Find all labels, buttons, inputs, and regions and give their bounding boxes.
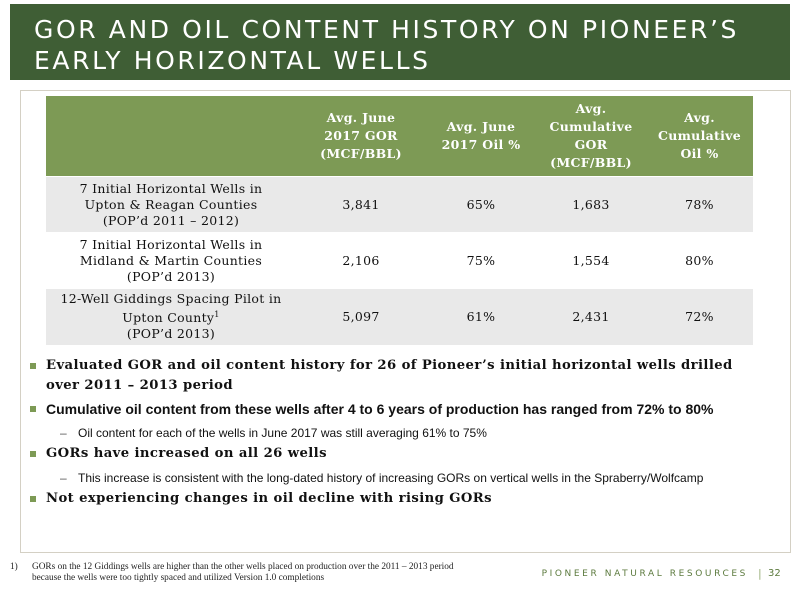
bullet-list: Evaluated GOR and oil content history fo… (30, 356, 770, 512)
table-row: 12-Well Giddings Spacing Pilot in Upton … (46, 288, 753, 345)
bullet-text: Cumulative oil content from these wells … (46, 401, 714, 417)
cell-june-oil: 75% (426, 232, 536, 289)
cell-cum-oil: 80% (646, 232, 753, 289)
bullet-text: GORs have increased on all 26 wells (46, 446, 327, 461)
cell-june-gor: 3,841 (296, 176, 426, 233)
cell-cum-oil: 78% (646, 176, 753, 233)
square-bullet-icon (30, 496, 36, 502)
footnote-text: GORs on the 12 Giddings wells are higher… (32, 562, 454, 583)
dash-bullet-icon: – (60, 471, 67, 485)
bullet-item: Evaluated GOR and oil content history fo… (30, 356, 770, 396)
square-bullet-icon (30, 363, 36, 369)
footnote-number: 1) (10, 562, 18, 572)
bullet-item: Not experiencing changes in oil decline … (30, 489, 770, 509)
cell-june-gor: 2,106 (296, 232, 426, 289)
bullet-text: Evaluated GOR and oil content history fo… (46, 358, 733, 393)
row-label: 7 Initial Horizontal Wells in Midland & … (46, 232, 296, 289)
sub-bullet-item: – Oil content for each of the wells in J… (30, 422, 770, 444)
gor-table: Avg. June 2017 GOR (MCF/BBL) Avg. June 2… (46, 96, 753, 345)
table-row: 7 Initial Horizontal Wells in Midland & … (46, 232, 753, 289)
cell-june-oil: 61% (426, 288, 536, 345)
bullet-item: GORs have increased on all 26 wells (30, 444, 770, 464)
sub-bullet-item: – This increase is consistent with the l… (30, 467, 770, 489)
content-frame (20, 90, 791, 553)
row-label-line3: (POP’d 2013) (126, 326, 216, 342)
page-number: 32 (768, 568, 781, 579)
title-bar: GOR AND OIL CONTENT HISTORY ON PIONEER’S… (10, 4, 790, 80)
footer-separator: | (758, 567, 762, 580)
sub-bullet-text: Oil content for each of the wells in Jun… (78, 426, 487, 440)
table-header-blank (46, 96, 296, 177)
cell-cum-gor: 1,554 (536, 232, 646, 289)
cell-cum-oil: 72% (646, 288, 753, 345)
row-label-line1: 12-Well Giddings Spacing Pilot in (60, 291, 282, 307)
cell-june-oil: 65% (426, 176, 536, 233)
cell-cum-gor: 2,431 (536, 288, 646, 345)
page-title: GOR AND OIL CONTENT HISTORY ON PIONEER’S… (34, 15, 740, 75)
footnote: 1) GORs on the 12 Giddings wells are hig… (10, 562, 570, 584)
brand-name: PIONEER NATURAL RESOURCES (541, 569, 748, 579)
cell-june-gor: 5,097 (296, 288, 426, 345)
table-header-row: Avg. June 2017 GOR (MCF/BBL) Avg. June 2… (46, 96, 753, 177)
table-header-june-gor: Avg. June 2017 GOR (MCF/BBL) (296, 96, 426, 177)
square-bullet-icon (30, 451, 36, 457)
bullet-text: Not experiencing changes in oil decline … (46, 491, 492, 506)
row-label-line2: Upton County (122, 310, 215, 326)
cell-cum-gor: 1,683 (536, 176, 646, 233)
table-header-cum-gor: Avg. Cumulative GOR (MCF/BBL) (536, 96, 646, 177)
square-bullet-icon (30, 406, 36, 412)
sub-bullet-text: This increase is consistent with the lon… (78, 471, 704, 485)
table-row: 7 Initial Horizontal Wells in Upton & Re… (46, 176, 753, 233)
row-label: 12-Well Giddings Spacing Pilot in Upton … (46, 288, 296, 345)
table-header-june-oil: Avg. June 2017 Oil % (426, 96, 536, 177)
row-label: 7 Initial Horizontal Wells in Upton & Re… (46, 176, 296, 233)
footnote-marker: 1 (214, 310, 220, 320)
bullet-item: Cumulative oil content from these wells … (30, 399, 770, 419)
dash-bullet-icon: – (60, 426, 67, 440)
table-header-cum-oil: Avg. Cumulative Oil % (646, 96, 753, 177)
